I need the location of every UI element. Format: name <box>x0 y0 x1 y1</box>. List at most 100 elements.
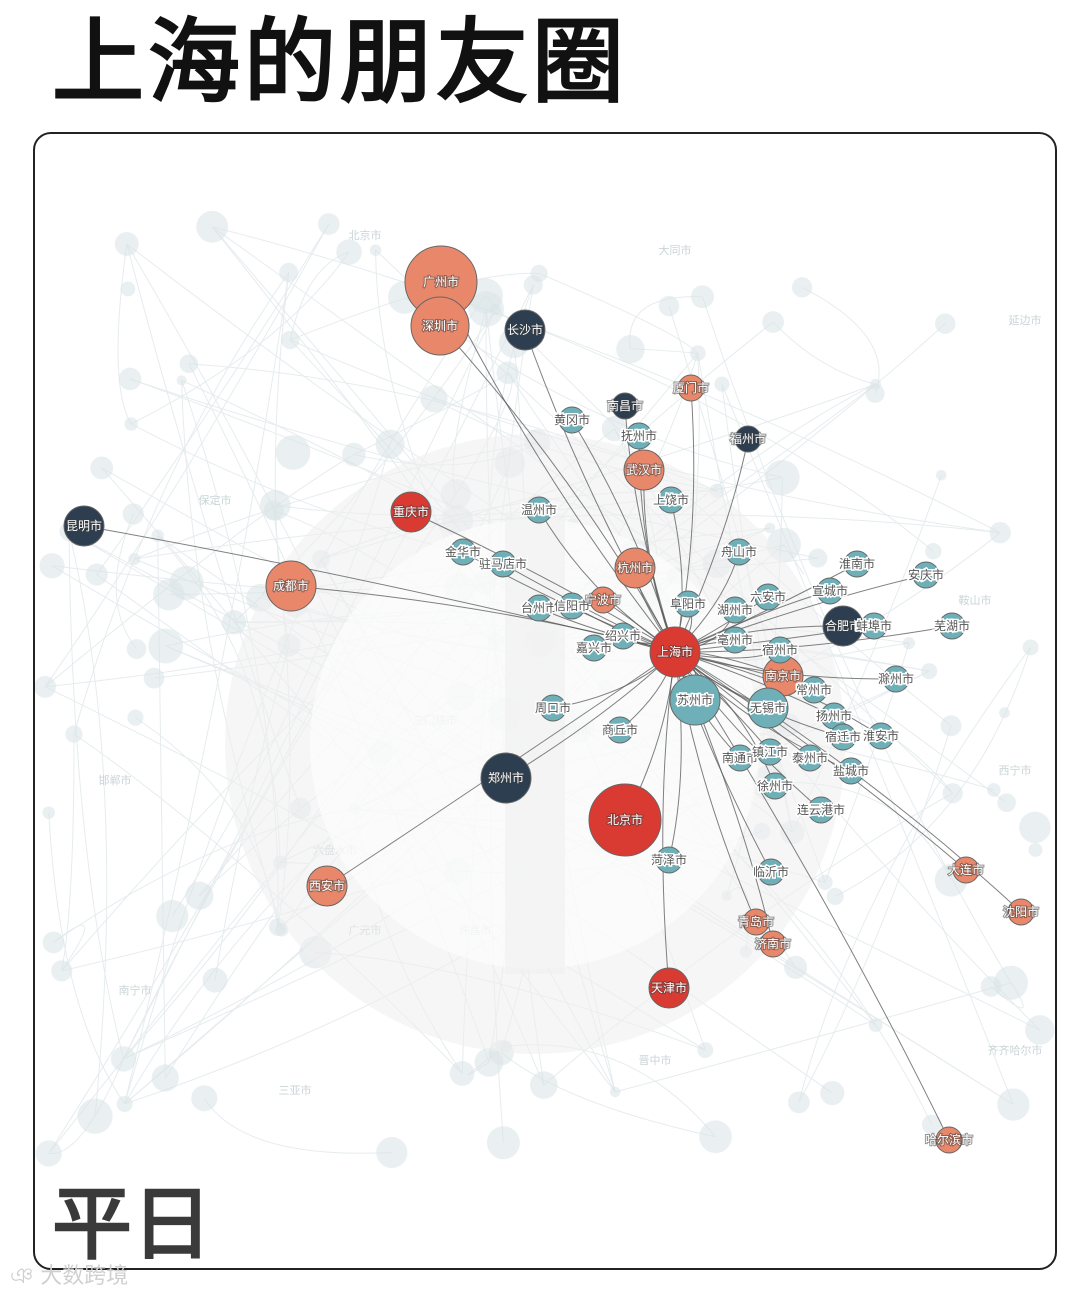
node-芜湖市[interactable]: 芜湖市 <box>932 612 972 640</box>
node-泰州市[interactable]: 泰州市 <box>790 744 830 772</box>
node-circle[interactable] <box>843 550 871 578</box>
node-温州市[interactable]: 温州市 <box>519 496 559 524</box>
node-上饶市[interactable]: 上饶市 <box>651 486 691 514</box>
node-台州市[interactable]: 台州市 <box>519 594 559 622</box>
node-circle[interactable] <box>655 846 683 874</box>
node-北京市[interactable]: 北京市 <box>588 783 662 857</box>
node-circle[interactable] <box>674 590 702 618</box>
node-circle[interactable] <box>558 592 586 620</box>
node-circle[interactable] <box>525 594 553 622</box>
node-济南市[interactable]: 济南市 <box>754 930 792 958</box>
node-circle[interactable] <box>669 674 721 726</box>
node-circle[interactable] <box>1007 898 1035 926</box>
node-徐州市[interactable]: 徐州市 <box>755 772 795 800</box>
node-菏泽市[interactable]: 菏泽市 <box>649 846 689 874</box>
node-深圳市[interactable]: 深圳市 <box>410 296 470 356</box>
node-常州市[interactable]: 常州市 <box>794 676 834 704</box>
node-厦门市[interactable]: 厦门市 <box>672 374 710 402</box>
node-circle[interactable] <box>829 723 857 751</box>
node-circle[interactable] <box>489 550 517 578</box>
node-临沂市[interactable]: 临沂市 <box>751 858 791 886</box>
node-circle[interactable] <box>611 392 639 420</box>
node-circle[interactable] <box>525 496 553 524</box>
node-长沙市[interactable]: 长沙市 <box>504 309 546 351</box>
node-西安市[interactable]: 西安市 <box>306 865 348 907</box>
node-抚州市[interactable]: 抚州市 <box>619 422 659 450</box>
node-circle[interactable] <box>938 612 966 640</box>
node-circle[interactable] <box>721 596 749 624</box>
node-circle[interactable] <box>657 486 685 514</box>
node-circle[interactable] <box>816 577 844 605</box>
node-circle[interactable] <box>756 738 784 766</box>
node-驻马店市[interactable]: 驻马店市 <box>477 550 529 578</box>
node-黄冈市[interactable]: 黄冈市 <box>552 406 592 434</box>
node-金华市[interactable]: 金华市 <box>443 538 483 566</box>
node-盐城市[interactable]: 盐城市 <box>831 757 871 785</box>
node-郑州市[interactable]: 郑州市 <box>480 752 532 804</box>
node-circle[interactable] <box>306 865 348 907</box>
node-circle[interactable] <box>410 296 470 356</box>
node-哈尔滨市[interactable]: 哈尔滨市 <box>924 1126 974 1154</box>
node-circle[interactable] <box>757 858 785 886</box>
node-合肥市[interactable]: 合肥市 <box>822 605 864 647</box>
node-安庆市[interactable]: 安庆市 <box>906 561 946 589</box>
node-宿州市[interactable]: 宿州市 <box>760 636 800 664</box>
node-circle[interactable] <box>800 676 828 704</box>
node-circle[interactable] <box>952 856 980 884</box>
node-信阳市[interactable]: 信阳市 <box>552 592 592 620</box>
node-六安市[interactable]: 六安市 <box>748 583 788 611</box>
node-昆明市[interactable]: 昆明市 <box>63 505 105 547</box>
node-亳州市[interactable]: 亳州市 <box>715 626 755 654</box>
node-circle[interactable] <box>935 1126 963 1154</box>
node-circle[interactable] <box>726 744 754 772</box>
node-蚌埠市[interactable]: 蚌埠市 <box>854 612 894 640</box>
node-绍兴市[interactable]: 绍兴市 <box>603 622 643 650</box>
node-circle[interactable] <box>589 586 617 614</box>
node-circle[interactable] <box>449 538 477 566</box>
node-circle[interactable] <box>761 772 789 800</box>
node-circle[interactable] <box>558 406 586 434</box>
node-circle[interactable] <box>606 716 634 744</box>
node-南昌市[interactable]: 南昌市 <box>606 392 644 420</box>
node-淮安市[interactable]: 淮安市 <box>861 722 901 750</box>
node-circle[interactable] <box>742 908 770 936</box>
node-镇江市[interactable]: 镇江市 <box>750 738 790 766</box>
node-湖州市[interactable]: 湖州市 <box>715 596 755 624</box>
node-南京市[interactable]: 南京市 <box>762 655 804 697</box>
node-circle[interactable] <box>912 561 940 589</box>
node-周口市[interactable]: 周口市 <box>533 694 573 722</box>
node-circle[interactable] <box>648 967 690 1009</box>
node-宁波市[interactable]: 宁波市 <box>584 586 622 614</box>
node-circle[interactable] <box>796 744 824 772</box>
node-circle[interactable] <box>623 449 665 491</box>
node-沈阳市[interactable]: 沈阳市 <box>1002 898 1040 926</box>
node-circle[interactable] <box>504 309 546 351</box>
node-circle[interactable] <box>734 425 762 453</box>
node-滁州市[interactable]: 滁州市 <box>876 665 916 693</box>
node-宿迁市[interactable]: 宿迁市 <box>823 723 863 751</box>
node-苏州市[interactable]: 苏州市 <box>669 674 721 726</box>
node-circle[interactable] <box>265 560 317 612</box>
node-重庆市[interactable]: 重庆市 <box>390 491 432 533</box>
node-circle[interactable] <box>759 930 787 958</box>
node-circle[interactable] <box>588 783 662 857</box>
node-嘉兴市[interactable]: 嘉兴市 <box>574 634 614 662</box>
node-南通市[interactable]: 南通市 <box>720 744 760 772</box>
node-连云港市[interactable]: 连云港市 <box>795 796 847 824</box>
node-扬州市[interactable]: 扬州市 <box>814 702 854 730</box>
node-circle[interactable] <box>766 636 794 664</box>
node-circle[interactable] <box>677 374 705 402</box>
node-circle[interactable] <box>721 626 749 654</box>
node-天津市[interactable]: 天津市 <box>648 967 690 1009</box>
node-circle[interactable] <box>754 583 782 611</box>
city-nodes[interactable]: 北京市广州市深圳市上海市成都市苏州市郑州市长沙市武汉市昆明市重庆市杭州市合肥市南… <box>63 245 1040 1154</box>
node-福州市[interactable]: 福州市 <box>729 425 767 453</box>
node-武汉市[interactable]: 武汉市 <box>623 449 665 491</box>
node-circle[interactable] <box>882 665 910 693</box>
node-circle[interactable] <box>867 722 895 750</box>
node-circle[interactable] <box>614 547 656 589</box>
node-成都市[interactable]: 成都市 <box>265 560 317 612</box>
node-circle[interactable] <box>807 796 835 824</box>
node-circle[interactable] <box>63 505 105 547</box>
node-circle[interactable] <box>480 752 532 804</box>
